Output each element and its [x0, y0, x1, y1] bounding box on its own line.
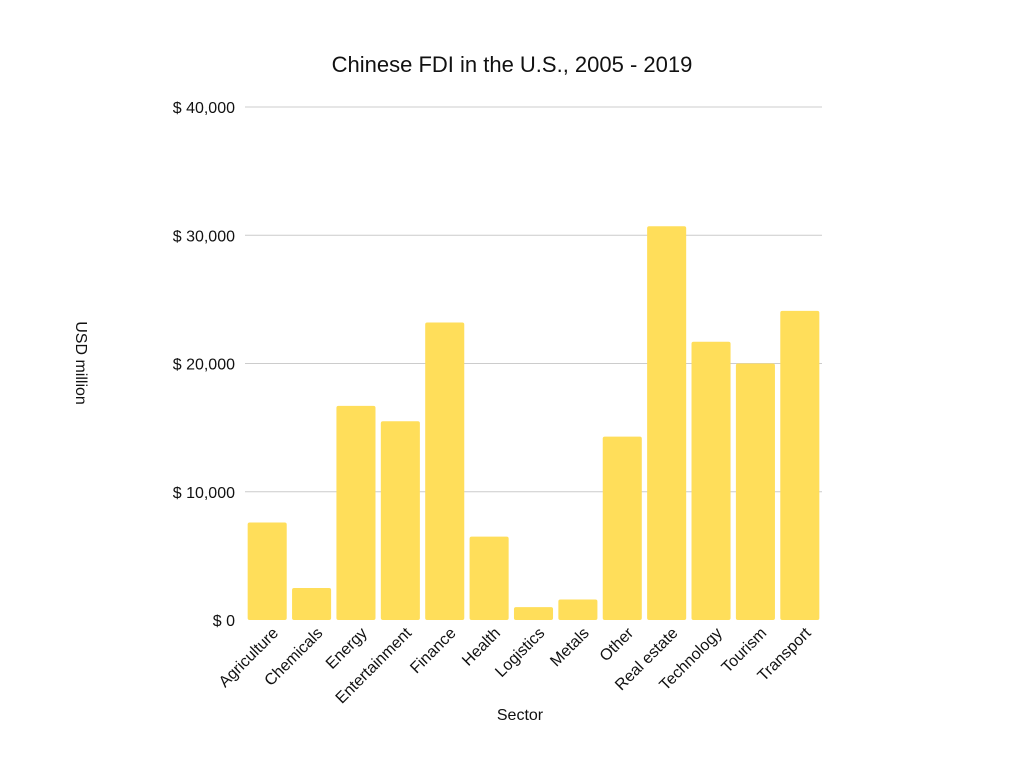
x-tick-label: Logistics — [492, 625, 548, 681]
bar-metals — [558, 599, 598, 620]
bar-transport — [780, 310, 820, 620]
y-axis-ticks: $ 0 $ 10,000 $ 20,000 $ 30,000 $ 40,000 — [173, 100, 235, 630]
y-tick-label: $ 0 — [213, 613, 235, 630]
bar-real-estate — [647, 226, 687, 620]
chart-title: Chinese FDI in the U.S., 2005 - 2019 — [332, 52, 693, 77]
bars — [247, 226, 820, 620]
bar-tourism — [735, 363, 775, 620]
x-tick-label: Other — [597, 624, 638, 665]
bar-entertainment — [380, 421, 420, 620]
y-tick-label: $ 20,000 — [173, 357, 235, 374]
x-axis-ticks: AgricultureChemicalsEnergyEntertainmentF… — [216, 624, 815, 707]
y-tick-label: $ 30,000 — [173, 228, 235, 245]
x-axis-title: Sector — [497, 707, 544, 724]
bar-health — [469, 536, 509, 620]
gridlines — [245, 106, 822, 493]
bar-other — [602, 436, 642, 620]
bar-chemicals — [292, 587, 332, 620]
bar-finance — [425, 322, 465, 620]
bar-logistics — [513, 607, 554, 620]
y-axis-title: USD million — [72, 321, 89, 405]
x-tick-label: Finance — [407, 625, 459, 677]
bar-technology — [691, 341, 731, 620]
x-tick-label: Entertainment — [333, 624, 416, 707]
bar-agriculture — [247, 522, 287, 620]
y-tick-label: $ 10,000 — [173, 485, 235, 502]
bar-energy — [336, 405, 376, 620]
x-tick-label: Metals — [547, 625, 592, 670]
y-tick-label: $ 40,000 — [173, 100, 235, 117]
